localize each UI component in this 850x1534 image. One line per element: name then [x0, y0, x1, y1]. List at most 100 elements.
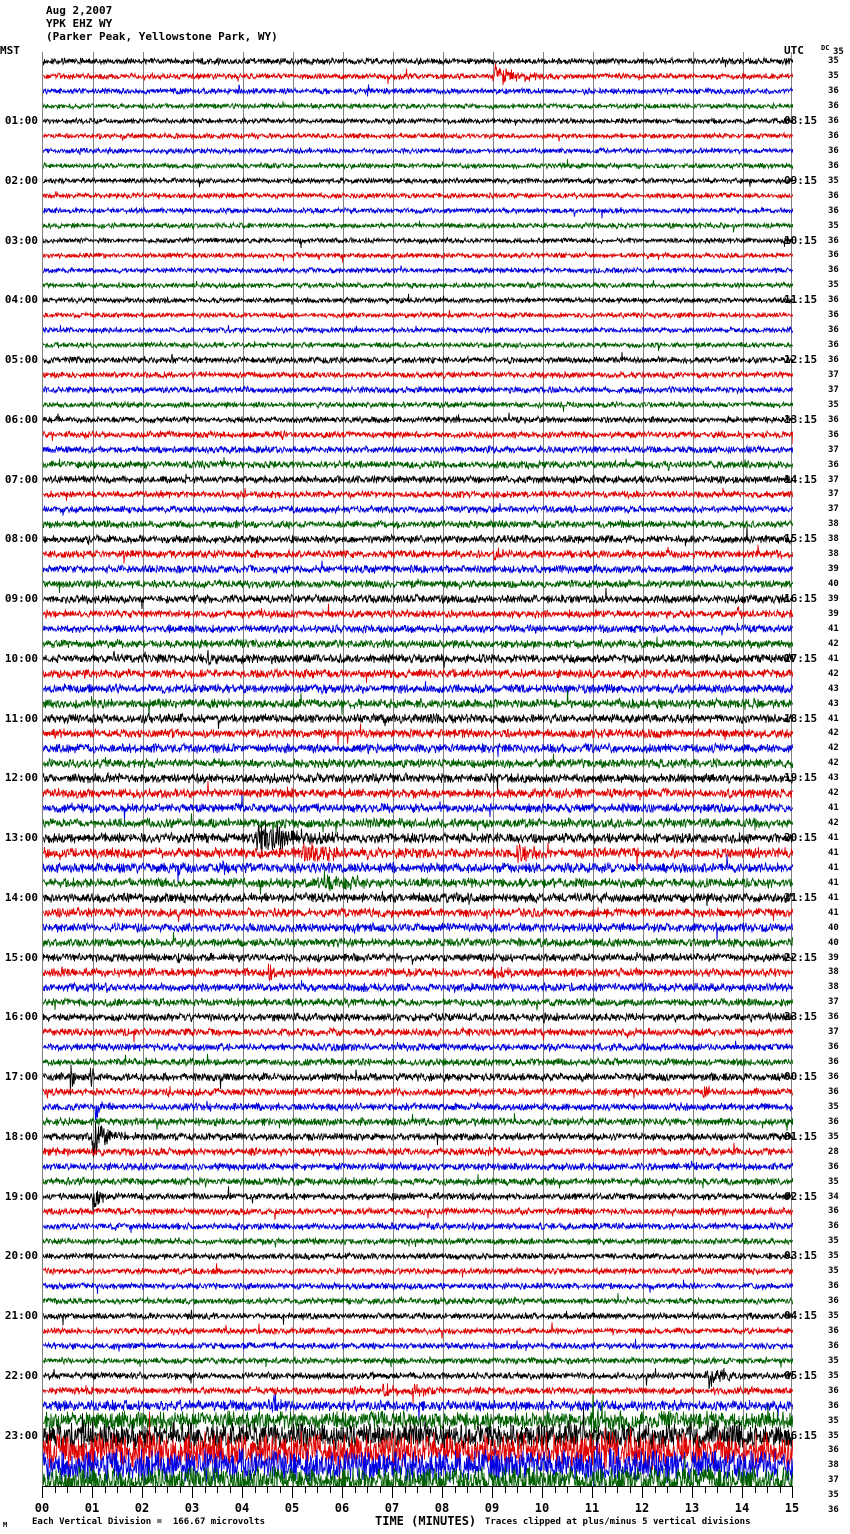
trace-row-90 — [43, 1394, 793, 1423]
dc-value: 38 — [828, 967, 839, 978]
trace-row-91 — [43, 1394, 793, 1441]
x-tick-minor — [517, 1486, 518, 1493]
trace-row-5 — [43, 131, 793, 142]
dc-value: 38 — [828, 1460, 839, 1471]
trace-row-67 — [43, 1053, 793, 1068]
x-tick-minor — [129, 1486, 131, 1493]
mst-time-label: 11:00 — [4, 711, 38, 725]
trace-row-1 — [43, 63, 793, 86]
x-tick-minor — [504, 1486, 506, 1493]
dc-value: 36 — [828, 429, 839, 440]
trace-row-75 — [43, 1174, 793, 1189]
dc-value: 42 — [828, 743, 839, 754]
dc-value: 42 — [828, 668, 839, 679]
x-tick-minor — [679, 1486, 681, 1493]
dc-value: 35 — [828, 1236, 839, 1247]
mst-time-label: 17:00 — [4, 1070, 38, 1083]
trace-row-14 — [43, 265, 793, 275]
x-tick-major — [492, 1486, 493, 1498]
trace-row-45 — [43, 723, 793, 746]
trace-row-65 — [43, 1026, 793, 1043]
x-tick-major — [92, 1486, 93, 1498]
mst-time-label: 21:00 — [4, 1309, 38, 1322]
x-tick-label: 04 — [234, 1501, 250, 1515]
dc-value: 35 — [828, 1490, 839, 1501]
mst-time-label: 06:00 — [4, 412, 38, 426]
corner-mark: M — [3, 1521, 8, 1529]
x-tick-minor — [417, 1486, 418, 1493]
dc-value: 35 — [828, 1251, 839, 1262]
utc-time-label: 22:15 — [784, 950, 818, 964]
dc-value: 36 — [828, 1281, 839, 1292]
x-tick-minor — [617, 1486, 618, 1493]
trace-row-83 — [43, 1293, 793, 1306]
x-tick-minor — [154, 1486, 156, 1493]
mst-time-label: 01:00 — [4, 114, 38, 127]
gridline-minute-13 — [693, 52, 694, 1486]
dc-value: 37 — [828, 474, 839, 485]
dc-value: 36 — [828, 1057, 839, 1068]
x-tick-major — [642, 1486, 643, 1498]
dc-value: 36 — [828, 1072, 839, 1082]
dc-value: 35 — [828, 1266, 839, 1277]
x-tick-minor — [267, 1486, 268, 1493]
mst-time-label: 14:00 — [4, 890, 38, 904]
gridline-minute-14 — [743, 52, 744, 1486]
trace-row-15 — [43, 280, 793, 290]
trace-row-82 — [43, 1279, 793, 1294]
dc-column-header: DC — [821, 44, 830, 52]
dc-value: 41 — [828, 653, 839, 664]
dc-value: 39 — [828, 952, 839, 963]
trace-row-11 — [43, 220, 793, 233]
dc-value: 35 — [828, 175, 839, 186]
dc-value: 42 — [828, 788, 839, 799]
dc-value: 36 — [828, 1505, 839, 1516]
dc-value: 36 — [828, 160, 839, 171]
trace-row-56 — [43, 890, 793, 907]
trace-row-25 — [43, 429, 793, 445]
trace-row-76 — [43, 1186, 793, 1211]
trace-svg — [43, 56, 793, 1486]
trace-row-87 — [43, 1355, 793, 1368]
trace-row-40 — [43, 649, 793, 669]
dc-header-value: 35 — [833, 47, 844, 57]
mst-time-label: 10:00 — [4, 651, 38, 665]
x-tick-minor — [754, 1486, 756, 1493]
trace-row-58 — [43, 921, 793, 941]
trace-row-61 — [43, 963, 793, 982]
trace-row-95 — [43, 1456, 793, 1486]
x-tick-minor — [204, 1486, 206, 1493]
trace-row-9 — [43, 191, 793, 200]
trace-row-63 — [43, 996, 793, 1011]
trace-row-79 — [43, 1236, 793, 1248]
x-tick-minor — [717, 1486, 718, 1493]
x-tick-minor — [579, 1486, 581, 1493]
dc-value: 41 — [828, 833, 839, 843]
utc-time-label: 18:15 — [784, 711, 818, 725]
trace-row-3 — [43, 101, 793, 111]
x-tick-label: 08 — [434, 1501, 450, 1515]
x-tick-major — [442, 1486, 443, 1498]
mst-time-label: 20:00 — [4, 1249, 38, 1263]
x-tick-minor — [454, 1486, 456, 1493]
trace-row-54 — [43, 854, 793, 883]
dc-value: 37 — [828, 997, 839, 1008]
x-tick-minor — [554, 1486, 556, 1493]
dc-value: 41 — [828, 862, 839, 873]
trace-row-60 — [43, 951, 793, 965]
dc-value: 36 — [828, 1116, 839, 1127]
chart-header: Aug 2,2007 YPK EHZ WY (Parker Peak, Yell… — [46, 4, 278, 43]
trace-row-43 — [43, 689, 793, 717]
trace-row-38 — [43, 623, 793, 636]
dc-value: 35 — [828, 280, 839, 291]
trace-row-26 — [43, 444, 793, 455]
utc-time-label: 14:15 — [784, 472, 818, 486]
x-axis-title: TIME (MINUTES) — [375, 1514, 477, 1528]
mst-axis-label: MST — [0, 44, 20, 57]
x-tick-label: 10 — [534, 1501, 550, 1515]
dc-value: 38 — [828, 982, 839, 993]
x-tick-label: 13 — [684, 1501, 700, 1515]
mst-time-label: 19:00 — [4, 1189, 38, 1203]
utc-time-label: 11:15 — [784, 293, 818, 307]
trace-row-94 — [43, 1442, 793, 1486]
